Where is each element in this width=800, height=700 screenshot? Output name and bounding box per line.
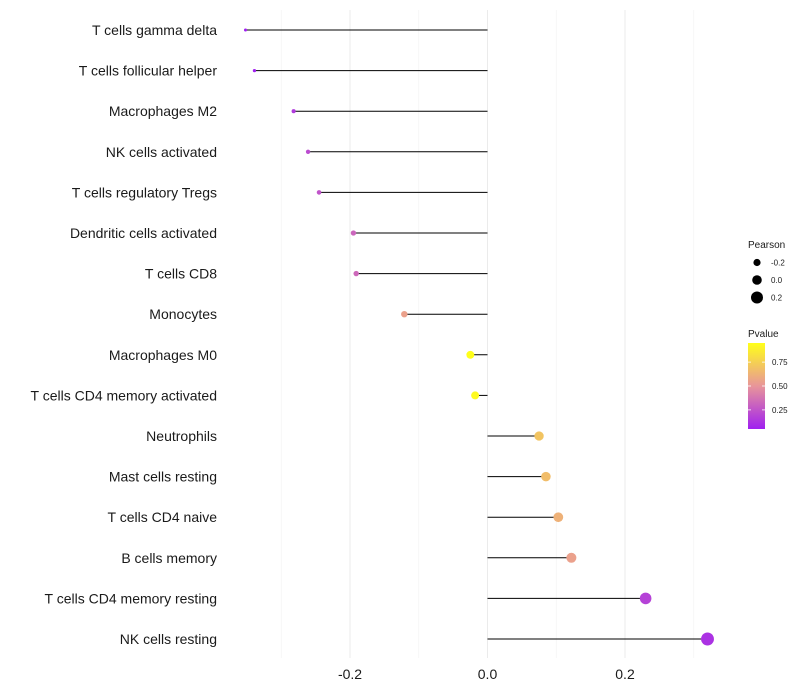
lollipop-dot: [639, 592, 652, 605]
x-axis-tick-labels: -0.2 0.0 0.2: [338, 666, 635, 682]
category-label: T cells CD4 memory activated: [31, 387, 217, 403]
legend-size-label: 0.0: [771, 276, 783, 285]
legend-size-dot: [751, 291, 763, 304]
category-label: T cells CD8: [145, 266, 217, 282]
lollipop-dot: [252, 68, 257, 73]
legend-size-dot: [753, 258, 761, 267]
category-label: NK cells activated: [106, 144, 217, 160]
legend-size-dot: [752, 275, 762, 285]
legend-size-label: -0.2: [771, 259, 785, 268]
lollipop-dot: [305, 149, 311, 154]
lollipop-dot: [291, 109, 296, 114]
grid-lines: [280, 10, 695, 658]
lollipop-dot: [541, 471, 551, 482]
lollipop-dot: [401, 310, 408, 318]
lollipop-dot: [466, 350, 475, 359]
category-label: NK cells resting: [120, 631, 217, 647]
category-label: T cells CD4 naive: [108, 509, 218, 525]
legend-size-entries: -0.2 0.0 0.2: [751, 259, 785, 304]
legend-color-title: Pvalue: [748, 329, 779, 340]
lollipop-dots: [243, 28, 714, 646]
lollipop-dot: [243, 28, 248, 32]
legend-size-title: Pearson: [748, 240, 785, 251]
category-label: B cells memory: [121, 550, 217, 566]
category-label: Neutrophils: [146, 428, 217, 444]
x-tick-label: 0.0: [478, 666, 498, 682]
x-tick-label: 0.2: [615, 666, 635, 682]
lollipop-dot: [350, 230, 357, 236]
lollipop-dot: [534, 431, 544, 441]
x-tick-label: -0.2: [338, 666, 362, 682]
category-label: T cells gamma delta: [92, 22, 217, 38]
lollipop-dot: [566, 552, 577, 563]
legend-color-label: 0.25: [772, 406, 788, 415]
category-label: Mast cells resting: [109, 469, 217, 485]
category-label: Macrophages M2: [109, 103, 217, 119]
category-label: T cells CD4 memory resting: [45, 590, 217, 606]
legend-color-label: 0.75: [772, 358, 788, 367]
category-labels: T cells gamma delta T cells follicular he…: [31, 22, 218, 647]
category-label: Macrophages M0: [109, 347, 217, 363]
legend-color-label: 0.50: [772, 382, 788, 391]
lollipop-stems: [245, 29, 708, 640]
category-label: T cells follicular helper: [79, 63, 218, 79]
legend-color-ticks: 0.75 0.50 0.25: [748, 358, 788, 415]
category-label: Dendritic cells activated: [70, 225, 217, 241]
lollipop-dot: [553, 512, 564, 523]
legend-size-label: 0.2: [771, 294, 783, 303]
legend-colorbar: [748, 343, 765, 429]
lollipop-dot: [471, 391, 480, 400]
lollipop-dot: [353, 270, 359, 277]
lollipop-dot: [701, 632, 714, 646]
lollipop-dot: [316, 190, 322, 195]
category-label: Monocytes: [149, 306, 217, 322]
category-label: T cells regulatory Tregs: [72, 184, 217, 200]
legend: Pearson -0.2 0.0 0.2 Pvalue 0.75 0.50 0.25: [748, 240, 788, 429]
